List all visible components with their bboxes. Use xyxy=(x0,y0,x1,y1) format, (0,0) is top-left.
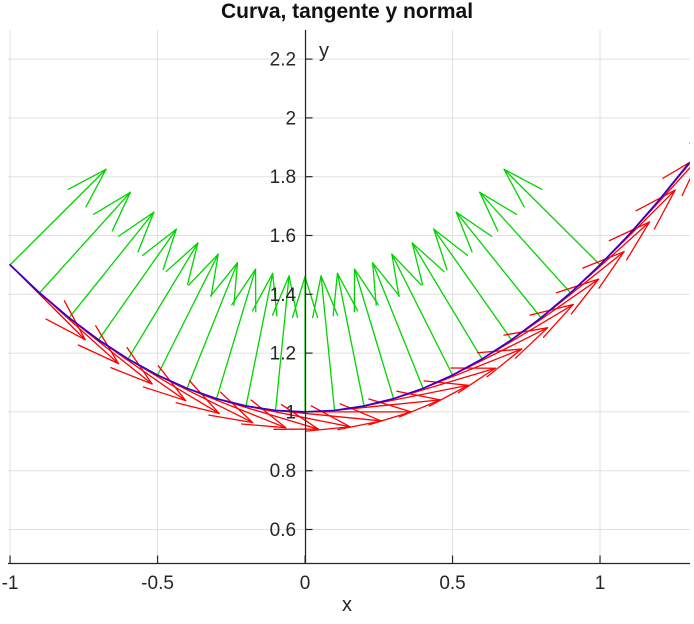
x-tick-label: -1 xyxy=(2,573,19,594)
y-tick-label: 1.6 xyxy=(270,226,296,247)
curve-line xyxy=(9,162,690,413)
x-axis-label: x xyxy=(342,594,352,616)
x-tick-label: -0.5 xyxy=(141,573,174,594)
y-tick-label: 0.6 xyxy=(270,520,296,541)
y-tick-label: 1 xyxy=(285,402,296,423)
y-tick-label: 1.4 xyxy=(270,285,297,306)
y-tick-label: 2 xyxy=(285,108,296,129)
y-tick-label: 0.8 xyxy=(270,461,296,482)
y-tick-label: 1.8 xyxy=(270,167,296,188)
chart-title: Curva, tangente y normal xyxy=(220,0,474,23)
tangent-arrows xyxy=(9,142,690,432)
grid-lines xyxy=(8,30,690,563)
y-tick-label: 1.2 xyxy=(270,344,296,365)
x-tick-label: 1 xyxy=(595,573,606,594)
x-tick-label: 0.5 xyxy=(439,573,465,594)
y-tick-label: 2.2 xyxy=(270,50,296,71)
axes xyxy=(8,30,690,565)
x-tick-label: 0 xyxy=(300,573,311,594)
y-axis-label: y xyxy=(319,40,329,62)
tick-labels: -1 -0.5 0 0.5 1 0.6 0.8 1 1.2 1.4 1.6 1.8 2 2.2 xyxy=(2,50,606,594)
data-layer xyxy=(9,142,690,432)
